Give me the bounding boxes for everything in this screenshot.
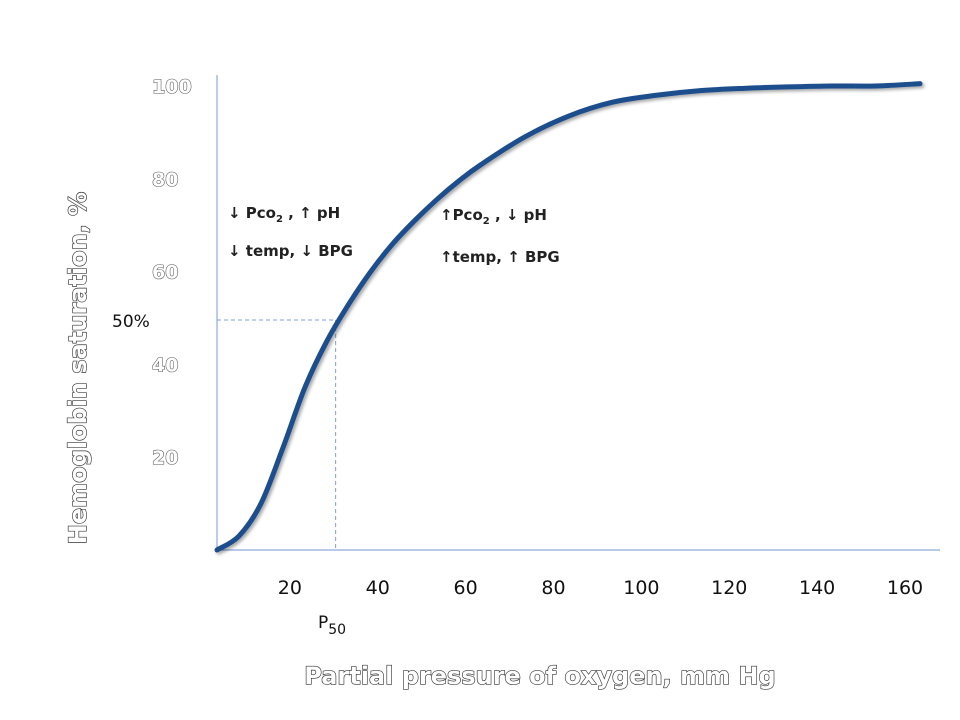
x-axis-title: Partial pressure of oxygen, mm Hg: [304, 662, 775, 690]
y-tick-label: 60: [152, 262, 178, 284]
y-tick-label: 80: [152, 169, 178, 191]
series-line-saturation: [214, 81, 923, 553]
x-tick-label: 40: [366, 577, 390, 599]
y-tick-labels: 20 40 60 80 100: [151, 75, 192, 469]
x-tick-label: 80: [541, 577, 565, 599]
y-tick-label: 20: [152, 447, 178, 469]
x-tick-label: 100: [623, 577, 659, 599]
right-shift-line1: ↑Pco2 , ↓ pH: [440, 206, 547, 227]
p50-label: P50: [318, 613, 346, 638]
x-tick-label: 120: [711, 577, 747, 599]
x-tick-label: 140: [799, 577, 835, 599]
x-tick-label: 60: [454, 577, 478, 599]
x-tick-labels: 20 40 60 80 100 120 140 160: [278, 577, 923, 599]
left-shift-line1: ↓ Pco2 , ↑ pH: [228, 204, 340, 225]
y-tick-label: 40: [152, 354, 178, 376]
x-tick-label: 20: [278, 577, 302, 599]
y-tick-label: 100: [152, 76, 192, 98]
saturation-50-label: 50%: [112, 312, 150, 332]
y-axis-title: Hemoglobin saturation, %: [64, 192, 92, 544]
x-tick-label: 160: [887, 577, 923, 599]
right-shift-line2: ↑temp, ↑ BPG: [440, 248, 560, 266]
left-shift-line2: ↓ temp, ↓ BPG: [228, 242, 353, 260]
